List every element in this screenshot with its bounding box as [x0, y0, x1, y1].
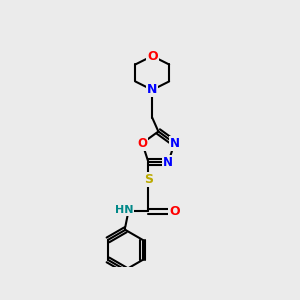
- Text: S: S: [144, 172, 153, 186]
- Text: N: N: [147, 83, 158, 96]
- Text: O: O: [137, 137, 147, 150]
- Text: HN: HN: [115, 205, 133, 215]
- Text: N: N: [169, 137, 179, 150]
- Text: N: N: [163, 156, 173, 169]
- Text: O: O: [147, 50, 158, 62]
- Text: O: O: [169, 205, 180, 218]
